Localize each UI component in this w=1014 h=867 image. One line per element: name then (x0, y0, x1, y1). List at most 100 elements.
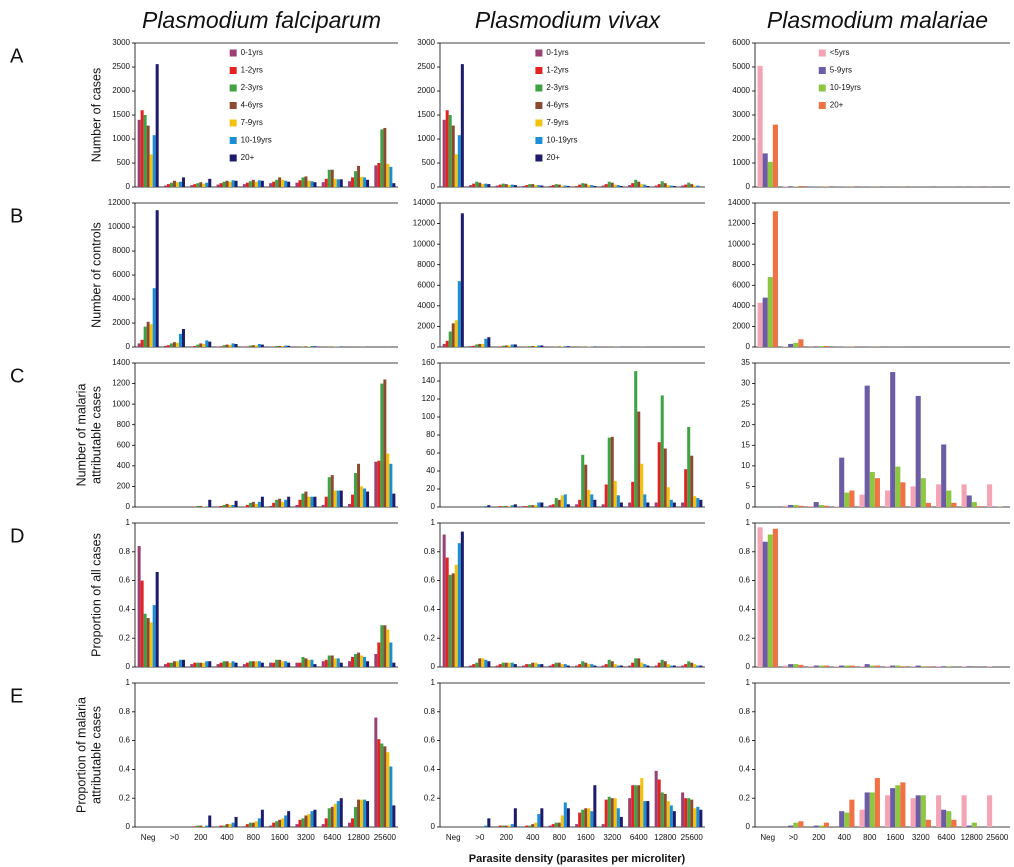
bar (269, 662, 273, 667)
x-tick-label: Neg (141, 833, 156, 842)
bar (757, 302, 763, 347)
bar (895, 665, 901, 667)
bar (634, 658, 638, 667)
legend-swatch (229, 84, 237, 92)
bar (818, 665, 824, 667)
bar (693, 808, 697, 827)
bar (528, 505, 532, 507)
bar (202, 506, 206, 507)
bar (234, 344, 238, 347)
bar (890, 788, 896, 827)
bar (793, 504, 799, 507)
bar (205, 506, 209, 507)
y-tick-label: 120 (422, 394, 436, 403)
bar (143, 326, 147, 347)
panel-letter: D (10, 525, 24, 547)
panel-letter: B (10, 205, 23, 227)
bar (208, 661, 212, 667)
bar (137, 343, 141, 347)
bar (510, 662, 514, 667)
x-tick-label: 3200 (297, 833, 315, 842)
y-tick-label: 0 (431, 342, 436, 351)
bar (604, 799, 608, 827)
bar (284, 345, 288, 347)
bar (885, 666, 891, 667)
bar (260, 809, 264, 827)
bar (534, 822, 538, 827)
bar (813, 825, 819, 827)
bar (330, 169, 334, 187)
bar (202, 826, 206, 827)
bar (205, 340, 209, 347)
bar (966, 495, 972, 507)
bar (287, 496, 291, 507)
bar (222, 661, 226, 667)
bar (242, 664, 246, 667)
bar (137, 119, 141, 187)
panel: 0 5 10 15 20 25 30 35 (741, 358, 1010, 511)
bar (275, 821, 279, 827)
bar (260, 662, 264, 667)
y-tick-label: 0.8 (119, 707, 131, 716)
bar (284, 499, 288, 507)
y-tick-label: 1200 (112, 379, 130, 388)
bar (260, 496, 264, 507)
legend-swatch (535, 67, 543, 74)
bar (946, 490, 952, 507)
y-tick-label: 3000 (112, 38, 130, 47)
y-tick-label: 0 (431, 822, 436, 831)
bar (234, 180, 238, 187)
bar (269, 183, 273, 187)
bar (248, 345, 252, 347)
bar (202, 344, 206, 347)
y-tick-label: 0.8 (119, 547, 131, 556)
bar (793, 664, 799, 667)
bar (601, 504, 605, 507)
bar (190, 664, 194, 667)
bar (360, 486, 364, 507)
y-tick-label: 1000 (417, 134, 435, 143)
bar (531, 662, 535, 667)
bar (275, 346, 279, 347)
bar (554, 662, 558, 667)
bar (557, 346, 561, 347)
bar (772, 124, 778, 187)
bar (333, 803, 337, 827)
y-tick-label: 0.6 (119, 736, 131, 745)
y-tick-label: 1000 (732, 158, 750, 167)
y-tick-label: 10000 (413, 239, 436, 248)
bar (941, 444, 947, 507)
bar (172, 342, 176, 347)
y-tick-label: 25 (741, 399, 750, 408)
bar (501, 662, 505, 667)
bar (301, 656, 305, 667)
bar (231, 822, 235, 827)
bar (478, 343, 482, 347)
bar (578, 499, 582, 507)
bar (813, 502, 819, 507)
bar (687, 182, 691, 187)
bar (823, 665, 829, 667)
bar (513, 504, 517, 507)
x-axis-label: Parasite density (parasites per microlit… (469, 853, 686, 865)
bar (392, 805, 396, 827)
bar (601, 185, 605, 187)
bar (193, 826, 197, 827)
bar (910, 486, 916, 507)
bar (257, 180, 261, 187)
bar (448, 115, 452, 187)
bar (987, 484, 993, 507)
bar (528, 184, 532, 187)
bar (501, 345, 505, 347)
bar (554, 822, 558, 827)
bar (310, 346, 314, 347)
bar (628, 185, 632, 187)
legend-label: 0-1yrs (546, 48, 568, 57)
bar (885, 795, 891, 827)
bar (254, 181, 258, 187)
bar (844, 492, 850, 507)
bar (540, 808, 544, 827)
bar (513, 808, 517, 827)
bar (228, 504, 232, 507)
bar (839, 457, 845, 507)
